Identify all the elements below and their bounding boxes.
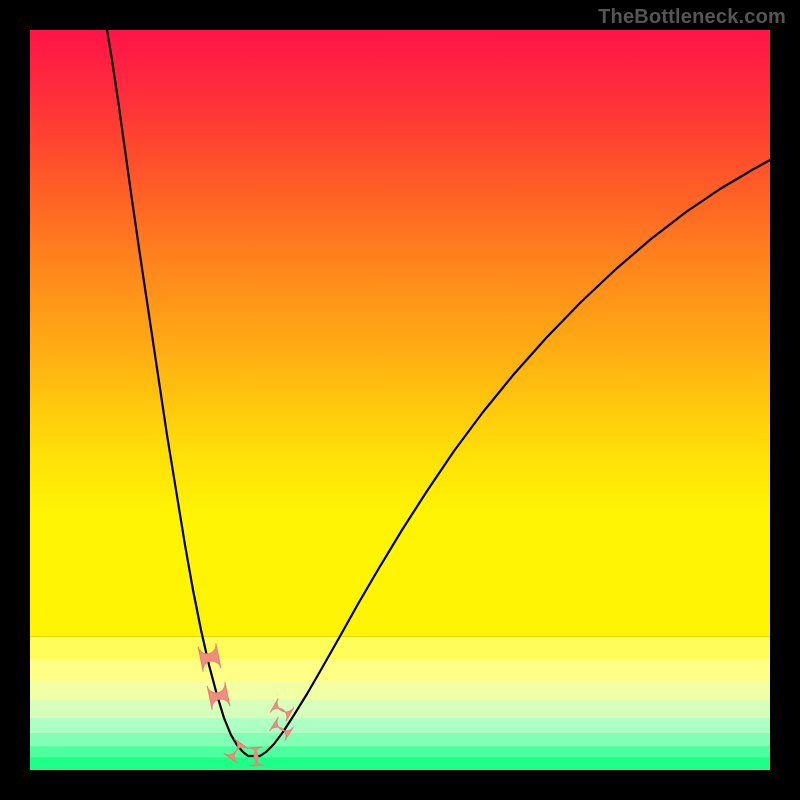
marker-group [198, 643, 294, 766]
watermark-text: TheBottleneck.com [598, 6, 786, 29]
plot-area [30, 30, 770, 770]
curve-marker [207, 682, 230, 710]
chart-canvas: TheBottleneck.com [0, 0, 800, 800]
curve-layer [30, 30, 770, 770]
curve-marker [270, 699, 294, 722]
bottleneck-curve [107, 30, 770, 756]
